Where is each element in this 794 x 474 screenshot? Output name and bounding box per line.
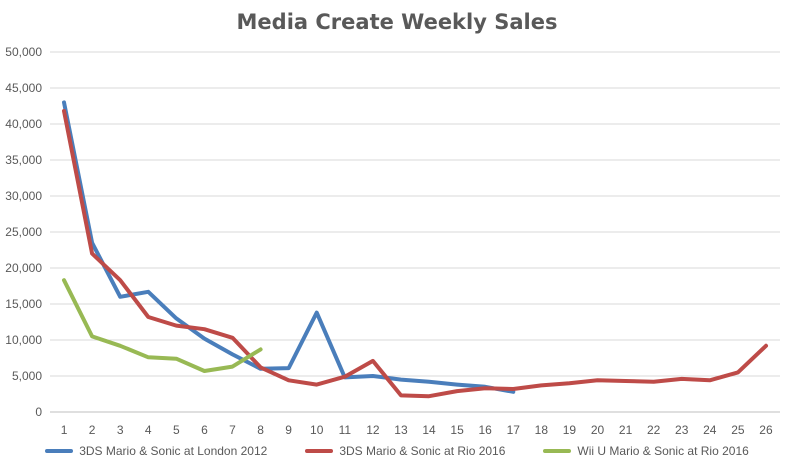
- x-tick-label: 18: [535, 423, 549, 437]
- series-line-2: [62, 278, 263, 373]
- y-tick-label: 15,000: [5, 297, 42, 311]
- y-tick-label: 35,000: [5, 153, 42, 167]
- y-tick-label: 40,000: [5, 117, 42, 131]
- x-tick-label: 10: [310, 423, 324, 437]
- x-tick-label: 6: [201, 423, 208, 437]
- legend-label: 3DS Mario & Sonic at Rio 2016: [339, 444, 506, 458]
- legend: 3DS Mario & Sonic at London 2012 3DS Mar…: [0, 444, 794, 458]
- x-tick-label: 15: [450, 423, 464, 437]
- series-lines: [62, 100, 768, 399]
- legend-item-london-2012: 3DS Mario & Sonic at London 2012: [45, 444, 267, 458]
- x-tick-label: 16: [479, 423, 493, 437]
- x-tick-label: 2: [89, 423, 96, 437]
- x-tick-label: 4: [145, 423, 152, 437]
- x-tick-label: 25: [731, 423, 745, 437]
- x-tick-label: 8: [257, 423, 264, 437]
- chart-title: Media Create Weekly Sales: [236, 10, 558, 34]
- x-tick-label: 9: [285, 423, 292, 437]
- y-tick-label: 30,000: [5, 189, 42, 203]
- x-tick-label: 12: [366, 423, 380, 437]
- x-tick-label: 24: [703, 423, 717, 437]
- x-tick-label: 26: [759, 423, 773, 437]
- y-tick-label: 5,000: [12, 369, 42, 383]
- x-tick-label: 23: [675, 423, 689, 437]
- series-line-1: [62, 109, 768, 399]
- x-tick-label: 17: [507, 423, 521, 437]
- legend-label: Wii U Mario & Sonic at Rio 2016: [577, 444, 749, 458]
- y-tick-label: 0: [35, 405, 42, 419]
- x-tick-label: 7: [229, 423, 236, 437]
- series-line-0: [62, 100, 516, 394]
- x-tick-label: 19: [563, 423, 577, 437]
- y-axis-ticks: 0 5,000 10,000 15,000 20,000 25,000 30,000 35,0…: [5, 45, 42, 419]
- x-tick-label: 5: [173, 423, 180, 437]
- legend-swatch: [305, 449, 334, 453]
- legend-swatch: [45, 449, 74, 453]
- x-tick-label: 20: [591, 423, 605, 437]
- legend-item-3ds-rio-2016: 3DS Mario & Sonic at Rio 2016: [305, 444, 505, 458]
- x-tick-label: 14: [422, 423, 436, 437]
- y-tick-label: 50,000: [5, 45, 42, 59]
- x-tick-label: 22: [647, 423, 661, 437]
- x-tick-label: 13: [394, 423, 408, 437]
- x-tick-label: 1: [61, 423, 68, 437]
- y-tick-label: 45,000: [5, 81, 42, 95]
- x-tick-label: 11: [339, 423, 352, 437]
- y-tick-label: 25,000: [5, 225, 42, 239]
- legend-label: 3DS Mario & Sonic at London 2012: [79, 444, 268, 458]
- legend-swatch: [543, 449, 572, 453]
- x-axis-ticks: 1 2 3 4 5 6 7 8 9 10 11 12 13 14 15 16 17 18 19 20 21 22 23 24 2…: [61, 423, 773, 437]
- x-tick-label: 3: [117, 423, 124, 437]
- gridlines: [50, 51, 780, 413]
- y-tick-label: 20,000: [5, 261, 42, 275]
- x-tick-label: 21: [619, 423, 633, 437]
- legend-item-wiiu-rio-2016: Wii U Mario & Sonic at Rio 2016: [543, 444, 749, 458]
- y-tick-label: 10,000: [5, 333, 42, 347]
